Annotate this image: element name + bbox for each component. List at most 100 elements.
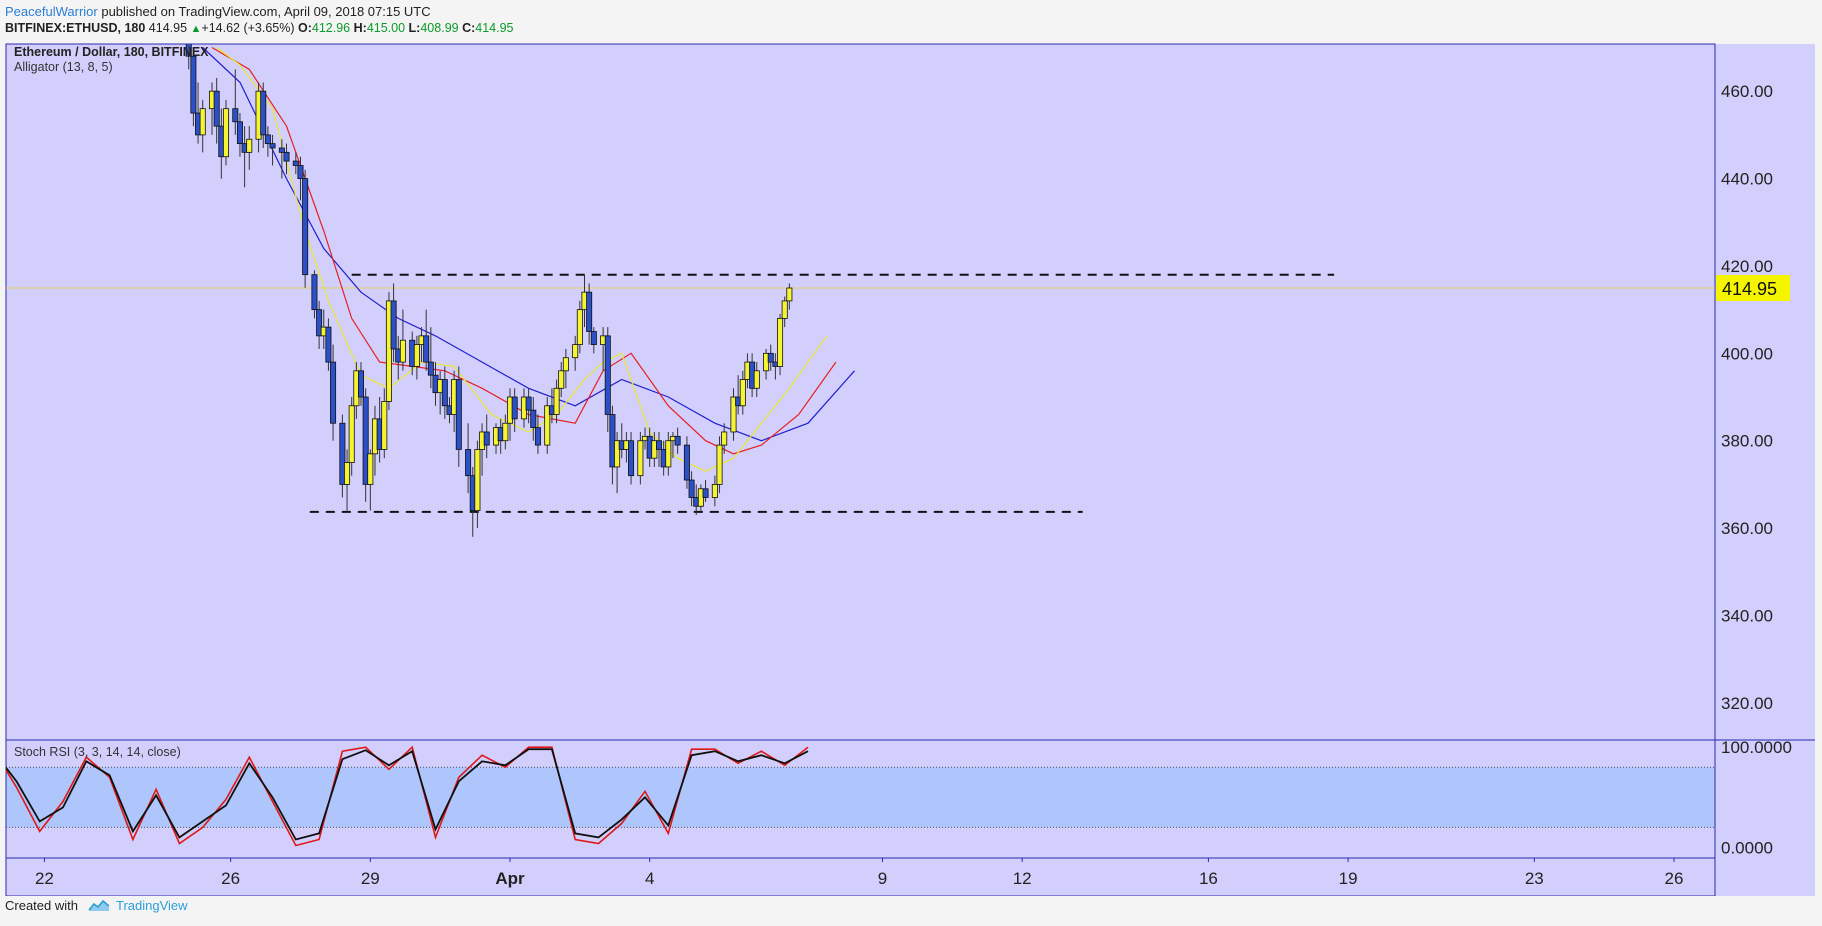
candle-down[interactable]: [283, 151, 290, 162]
alligator-legend: Alligator (13, 8, 5): [14, 60, 113, 74]
candle-up[interactable]: [367, 453, 374, 485]
candle-down[interactable]: [530, 409, 537, 429]
candle-down[interactable]: [441, 379, 448, 407]
candle-up[interactable]: [474, 449, 481, 512]
author-link[interactable]: PeacefulWarrior: [5, 4, 98, 19]
candle-up[interactable]: [730, 396, 737, 433]
candle-down[interactable]: [339, 422, 346, 485]
candle-down[interactable]: [302, 178, 309, 276]
candle-up[interactable]: [711, 484, 718, 498]
candle-down[interactable]: [534, 427, 541, 446]
candle-down[interactable]: [292, 160, 299, 166]
candle-up[interactable]: [665, 440, 672, 468]
candle-up[interactable]: [558, 370, 565, 389]
candle-up[interactable]: [246, 138, 253, 153]
candle-up[interactable]: [348, 405, 355, 463]
candle-down[interactable]: [190, 55, 197, 114]
candle-down[interactable]: [655, 440, 662, 450]
candle-up[interactable]: [502, 422, 509, 442]
candle-down[interactable]: [260, 90, 267, 136]
candle-down[interactable]: [297, 165, 304, 179]
candle-down[interactable]: [213, 90, 220, 127]
candle-up[interactable]: [344, 462, 351, 485]
candle-down[interactable]: [455, 379, 462, 450]
candle-up[interactable]: [777, 317, 784, 367]
candle-up[interactable]: [413, 344, 420, 367]
candle-down[interactable]: [362, 396, 369, 485]
candle-up[interactable]: [381, 400, 388, 450]
price-tick-label: 440.00: [1721, 170, 1773, 189]
candle-up[interactable]: [544, 405, 551, 446]
candle-down[interactable]: [586, 291, 593, 332]
candle-down[interactable]: [688, 479, 695, 498]
main-pane-title: Ethereum / Dollar, 180, BITFINEX: [14, 45, 209, 59]
candle-down[interactable]: [232, 108, 239, 123]
candle-down[interactable]: [628, 440, 635, 477]
candle-down[interactable]: [236, 121, 243, 145]
candle-down[interactable]: [269, 143, 276, 149]
candle-up[interactable]: [399, 339, 406, 363]
candle-down[interactable]: [674, 435, 681, 446]
candle-down[interactable]: [325, 326, 332, 363]
candle-down[interactable]: [264, 134, 271, 145]
price-change: +14.62 (+3.65%): [201, 21, 295, 35]
candle-up[interactable]: [786, 287, 793, 302]
candle-down[interactable]: [423, 335, 430, 363]
price-tick-label: 460.00: [1721, 82, 1773, 101]
candle-down[interactable]: [358, 370, 365, 398]
candle-up[interactable]: [385, 300, 392, 402]
candle-down[interactable]: [185, 40, 192, 57]
candle-down[interactable]: [316, 309, 323, 337]
candle-up[interactable]: [716, 444, 723, 485]
last-price-tag-label: 414.95: [1722, 279, 1777, 299]
candle-down[interactable]: [702, 488, 709, 498]
published-text: published on TradingView.com, April 09, …: [101, 4, 431, 19]
change-up-icon: ▲: [190, 23, 202, 35]
candle-down[interactable]: [483, 431, 490, 446]
x-axis-background: [6, 858, 1715, 896]
candle-down[interactable]: [767, 352, 774, 363]
last-price-tag: [1716, 275, 1790, 302]
candle-down[interactable]: [330, 361, 337, 424]
candle-up[interactable]: [614, 440, 621, 468]
close-label: C:: [462, 21, 476, 35]
x-tick-label: 12: [1013, 869, 1032, 888]
stoch-k-line: [6, 748, 809, 841]
tradingview-logo-icon: [87, 899, 110, 911]
candle-down[interactable]: [278, 147, 285, 153]
candle-down[interactable]: [390, 300, 397, 350]
candle-up[interactable]: [753, 370, 760, 389]
candle-up[interactable]: [222, 108, 229, 158]
candle-up[interactable]: [576, 309, 583, 345]
candles: [185, 40, 793, 537]
price-tick-label: 380.00: [1721, 432, 1773, 451]
high-label: H:: [353, 21, 367, 35]
price-tick-label: 360.00: [1721, 519, 1773, 538]
stoch-tick-label: 100.0000: [1721, 738, 1792, 757]
chart-canvas[interactable]: Ethereum / Dollar, 180, BITFINEXAlligato…: [0, 40, 1822, 896]
candle-down[interactable]: [590, 331, 597, 345]
candle-up[interactable]: [739, 379, 746, 407]
candle-down[interactable]: [683, 444, 690, 481]
last-price: 414.95: [148, 21, 188, 35]
candle-up[interactable]: [553, 387, 560, 415]
candle-down[interactable]: [604, 335, 611, 415]
candle-down[interactable]: [311, 274, 318, 311]
x-tick-label: 29: [361, 869, 380, 888]
candle-up[interactable]: [721, 431, 728, 446]
candle-down[interactable]: [427, 361, 434, 376]
x-tick-label: 16: [1199, 869, 1218, 888]
x-tick-label: 9: [878, 869, 887, 888]
publish-line: PeacefulWarrior published on TradingView…: [5, 4, 431, 19]
x-tick-label: 26: [221, 869, 240, 888]
candle-down[interactable]: [465, 449, 472, 477]
candle-up[interactable]: [562, 357, 569, 372]
candle-up[interactable]: [199, 108, 206, 136]
candle-down[interactable]: [525, 396, 532, 411]
tradingview-link[interactable]: TradingView: [116, 898, 188, 913]
candle-up[interactable]: [637, 440, 644, 477]
candle-up[interactable]: [781, 300, 788, 319]
open-value: 412.96: [311, 21, 351, 35]
candle-down[interactable]: [511, 396, 518, 420]
candle-up[interactable]: [572, 344, 579, 359]
